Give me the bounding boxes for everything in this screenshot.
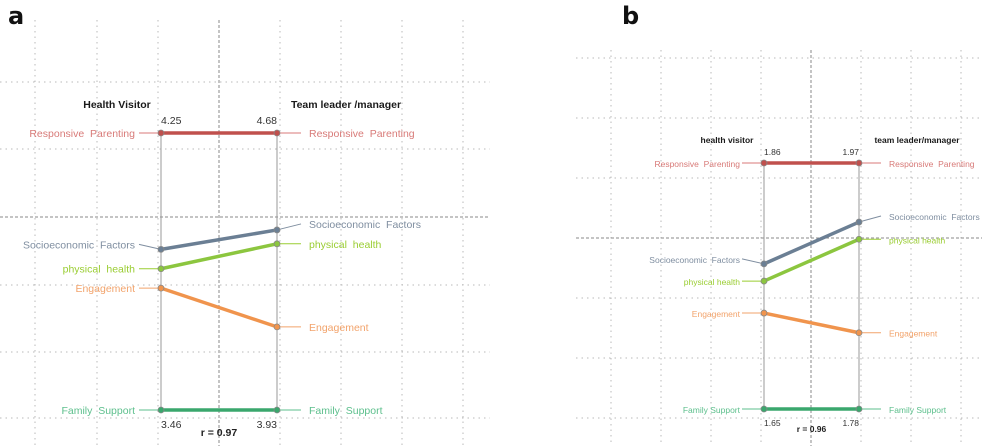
point-right-engagement bbox=[855, 329, 863, 337]
point-left-engagement bbox=[760, 309, 768, 317]
leader-left-socioeconomic-factors bbox=[138, 243, 162, 250]
series-line-engagement bbox=[159, 286, 279, 329]
correlation-label: r = 0.97 bbox=[201, 427, 238, 439]
leader-right-socioeconomic-factors bbox=[858, 215, 882, 223]
series-line-engagement bbox=[762, 311, 861, 335]
right-axis-title: Team leader /manager bbox=[291, 99, 401, 111]
label-right-physical-health: physical health bbox=[889, 235, 946, 245]
label-left-physical-health: physical health bbox=[684, 277, 741, 287]
label-left-engagement: Engagement bbox=[75, 283, 135, 295]
label-left-engagement: Engagement bbox=[692, 309, 741, 319]
series-line-socioeconomic-factors bbox=[762, 220, 861, 266]
point-right-family-support bbox=[855, 405, 863, 413]
leader-left-socioeconomic-factors bbox=[741, 258, 765, 265]
correlation-label: r = 0.96 bbox=[797, 424, 827, 434]
label-left-socioeconomic-factors: Socioeconomic Factors bbox=[649, 255, 740, 265]
point-left-responsive-parenting bbox=[157, 129, 165, 137]
series-line-physical-health bbox=[159, 242, 279, 271]
point-left-physical-health bbox=[157, 265, 165, 273]
panel-letter-b: b bbox=[622, 2, 639, 30]
point-left-family-support bbox=[157, 406, 165, 414]
label-right-responsive-parenting: Responsive Parenting bbox=[889, 159, 975, 169]
label-right-physical-health: physical health bbox=[309, 239, 382, 251]
label-right-responsive-parenting: Responsive Parenting bbox=[309, 128, 415, 140]
label-right-family-support: Family Support bbox=[889, 405, 947, 415]
label-right-socioeconomic-factors: Socioeconomic Factors bbox=[889, 212, 980, 222]
point-right-socioeconomic-factors bbox=[273, 226, 281, 234]
top-left-value: 1.86 bbox=[764, 147, 781, 157]
point-left-responsive-parenting bbox=[760, 159, 768, 167]
series-line-socioeconomic-factors bbox=[159, 228, 279, 252]
grid-b bbox=[576, 50, 982, 446]
panel-letter-a: a bbox=[8, 2, 24, 30]
label-left-responsive-parenting: Responsive Parenting bbox=[29, 128, 135, 140]
panel-b: b health visitor team leader/manager 1.86 1… bbox=[576, 2, 982, 446]
label-left-family-support: Family Support bbox=[683, 405, 741, 415]
bottom-right-value: 3.93 bbox=[257, 419, 278, 431]
point-left-socioeconomic-factors bbox=[157, 245, 165, 253]
right-axis-title: team leader/manager bbox=[874, 135, 960, 145]
grid-a bbox=[0, 20, 490, 446]
plot-b: health visitor team leader/manager 1.86 1.9… bbox=[649, 135, 979, 434]
label-left-physical-health: physical health bbox=[63, 264, 136, 276]
top-left-value: 4.25 bbox=[161, 115, 182, 127]
panel-a: a Health Visitor Team leader /manager 4.25… bbox=[0, 2, 490, 446]
label-right-engagement: Engagement bbox=[309, 322, 369, 334]
label-right-socioeconomic-factors: Socioeconomic Factors bbox=[309, 219, 421, 231]
point-left-family-support bbox=[760, 405, 768, 413]
point-right-physical-health bbox=[855, 235, 863, 243]
point-right-socioeconomic-factors bbox=[855, 218, 863, 226]
label-right-family-support: Family Support bbox=[309, 405, 383, 417]
top-right-value: 1.97 bbox=[842, 147, 859, 157]
point-left-physical-health bbox=[760, 277, 768, 285]
label-left-responsive-parenting: Responsive Parenting bbox=[654, 159, 740, 169]
point-right-responsive-parenting bbox=[273, 129, 281, 137]
point-right-responsive-parenting bbox=[855, 159, 863, 167]
bottom-left-value: 1.65 bbox=[764, 418, 781, 428]
bottom-right-value: 1.78 bbox=[842, 418, 859, 428]
point-right-engagement bbox=[273, 323, 281, 331]
series-line-physical-health bbox=[762, 237, 861, 283]
point-right-family-support bbox=[273, 406, 281, 414]
plot-a: Health Visitor Team leader /manager 4.25 4.… bbox=[23, 99, 421, 439]
left-axis-title: health visitor bbox=[701, 135, 755, 145]
label-left-socioeconomic-factors: Socioeconomic Factors bbox=[23, 239, 135, 251]
point-left-engagement bbox=[157, 284, 165, 292]
leader-right-socioeconomic-factors bbox=[276, 223, 302, 231]
bottom-left-value: 3.46 bbox=[161, 419, 182, 431]
label-right-engagement: Engagement bbox=[889, 329, 938, 339]
point-right-physical-health bbox=[273, 240, 281, 248]
top-right-value: 4.68 bbox=[257, 115, 278, 127]
point-left-socioeconomic-factors bbox=[760, 260, 768, 268]
label-left-family-support: Family Support bbox=[61, 405, 135, 417]
left-axis-title: Health Visitor bbox=[83, 99, 151, 111]
